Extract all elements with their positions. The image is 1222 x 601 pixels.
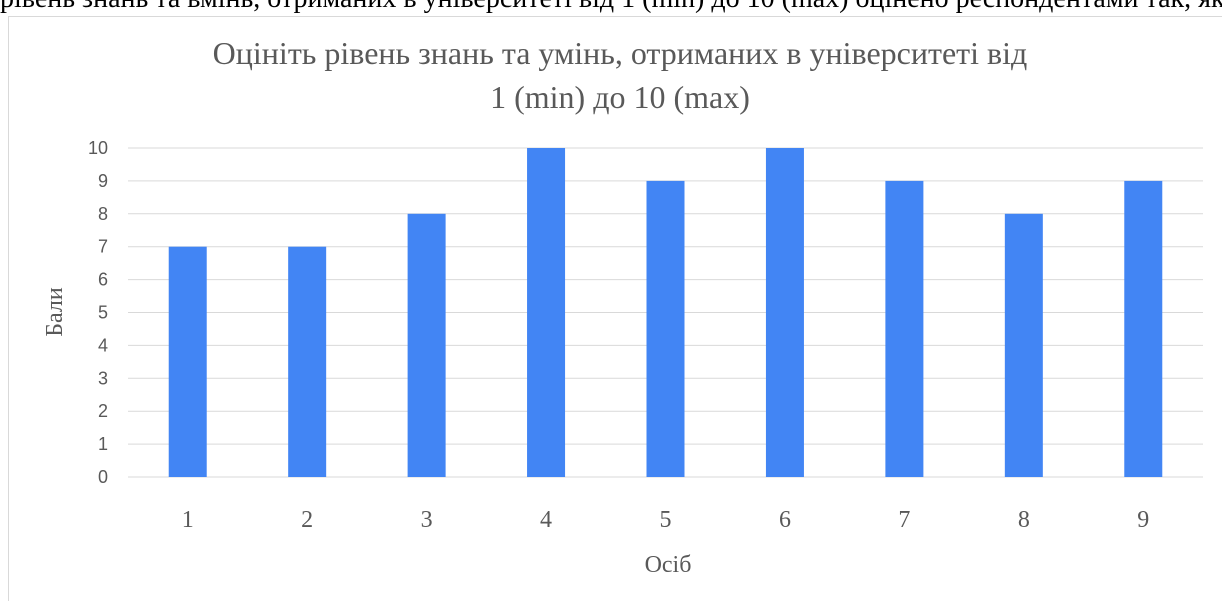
y-tick-label: 0 <box>98 467 108 487</box>
bar <box>288 246 327 477</box>
bar <box>646 180 685 477</box>
y-tick-label: 1 <box>98 434 108 454</box>
x-axis-title: Осіб <box>645 552 692 578</box>
x-tick-label: 8 <box>1018 507 1030 533</box>
y-axis-title: Бали <box>42 287 68 337</box>
x-tick-label: 2 <box>301 507 313 533</box>
y-tick-label: 10 <box>88 138 108 158</box>
y-tick-label: 9 <box>98 171 108 191</box>
y-tick-label: 4 <box>98 335 108 355</box>
x-tick-label: 4 <box>540 507 552 533</box>
bar <box>1124 180 1163 477</box>
x-tick-label: 1 <box>182 507 194 533</box>
chart-title-line-1: Оцініть рівень знань та умінь, отриманих… <box>213 35 1028 71</box>
x-tick-label: 5 <box>660 507 672 533</box>
bar <box>168 246 207 477</box>
y-tick-label: 6 <box>98 270 108 290</box>
bar <box>1004 213 1043 478</box>
x-tick-labels: 1 2 3 4 5 6 7 8 9 <box>182 507 1150 533</box>
chart-title-line-2: 1 (min) до 10 (max) <box>490 79 750 115</box>
bar <box>407 213 446 478</box>
bar <box>765 148 804 477</box>
x-tick-label: 7 <box>898 507 910 533</box>
x-tick-label: 9 <box>1137 507 1149 533</box>
x-tick-label: 3 <box>421 507 433 533</box>
bar <box>527 148 566 477</box>
y-tick-label: 8 <box>98 204 108 224</box>
y-tick-label: 3 <box>98 368 108 388</box>
bars <box>168 148 1163 478</box>
y-tick-label: 2 <box>98 401 108 421</box>
y-tick-labels: 0 1 2 3 4 5 6 7 8 9 10 <box>88 138 108 487</box>
y-tick-label: 5 <box>98 303 108 323</box>
y-tick-label: 7 <box>98 237 108 257</box>
cropped-text-strip: рівень знань та вмінь, отриманих в уніве… <box>0 0 1222 14</box>
x-tick-label: 6 <box>779 507 791 533</box>
chart-frame <box>8 16 1222 601</box>
bar <box>885 180 924 477</box>
cropped-text-line: рівень знань та вмінь, отриманих в уніве… <box>0 0 1222 14</box>
